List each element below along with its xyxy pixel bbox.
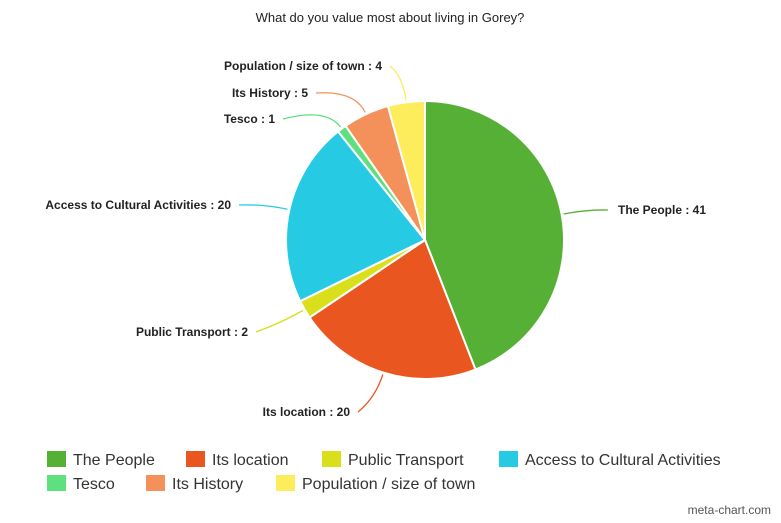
legend-item-access-to-cultural-activities: Access to Cultural Activities xyxy=(499,451,721,469)
legend-label-the-people: The People xyxy=(73,452,155,469)
legend-label-tesco: Tesco xyxy=(73,476,115,493)
slice-label-access-to-cultural-activities: Access to Cultural Activities : 20 xyxy=(45,198,231,212)
leader-line-the-people xyxy=(563,209,609,215)
legend-item-public-transport: Public Transport xyxy=(322,451,464,469)
leader-line-population-size-of-town xyxy=(389,65,407,101)
legend-item-the-people: The People xyxy=(47,451,155,469)
leader-line-its-location xyxy=(357,374,384,413)
legend-swatch-public-transport xyxy=(322,451,341,467)
legend-swatch-population-size-of-town xyxy=(276,475,295,491)
pie-slice-its-location xyxy=(308,238,477,380)
pie-slices xyxy=(285,99,565,380)
legend-label-public-transport: Public Transport xyxy=(348,452,464,469)
legend-swatch-the-people xyxy=(47,451,66,467)
leader-line-public-transport xyxy=(255,309,304,333)
pie-slice-access-to-cultural-activities xyxy=(285,130,427,303)
legend-item-population-size-of-town: Population / size of town xyxy=(276,475,475,493)
slice-labels: The People : 41 Its location : 20 Public T… xyxy=(45,59,706,419)
leader-line-access-to-cultural-activities xyxy=(238,204,288,210)
legend-swatch-its-location xyxy=(186,451,205,467)
slice-label-its-history: Its History : 5 xyxy=(232,86,308,100)
legend-label-its-location: Its location xyxy=(212,452,288,469)
legend-label-its-history: Its History xyxy=(172,476,243,493)
legend-item-tesco: Tesco xyxy=(47,475,115,493)
pie-slice-the-people xyxy=(424,99,565,371)
legend: The People Its location Public Transport Ac… xyxy=(47,451,721,493)
legend-label-access-to-cultural-activities: Access to Cultural Activities xyxy=(525,452,721,469)
slice-label-public-transport: Public Transport : 2 xyxy=(136,325,248,339)
slice-label-population-size-of-town: Population / size of town : 4 xyxy=(224,59,382,73)
leader-line-its-history xyxy=(315,92,366,113)
legend-swatch-its-history xyxy=(146,475,165,491)
slice-label-its-location: Its location : 20 xyxy=(263,405,351,419)
legend-label-population-size-of-town: Population / size of town xyxy=(302,476,475,493)
legend-item-its-history: Its History xyxy=(146,475,243,493)
legend-swatch-tesco xyxy=(47,475,66,491)
slice-label-the-people: The People : 41 xyxy=(618,203,706,217)
watermark: meta-chart.com xyxy=(688,503,771,517)
pie-slice-population-size-of-town xyxy=(386,99,426,241)
slice-label-tesco: Tesco : 1 xyxy=(224,112,275,126)
leader-line-tesco xyxy=(282,114,342,128)
chart-title: What do you value most about living in G… xyxy=(256,10,525,25)
legend-swatch-access-to-cultural-activities xyxy=(499,451,518,467)
label-leader-lines xyxy=(238,65,609,413)
legend-item-its-location: Its location xyxy=(186,451,288,469)
